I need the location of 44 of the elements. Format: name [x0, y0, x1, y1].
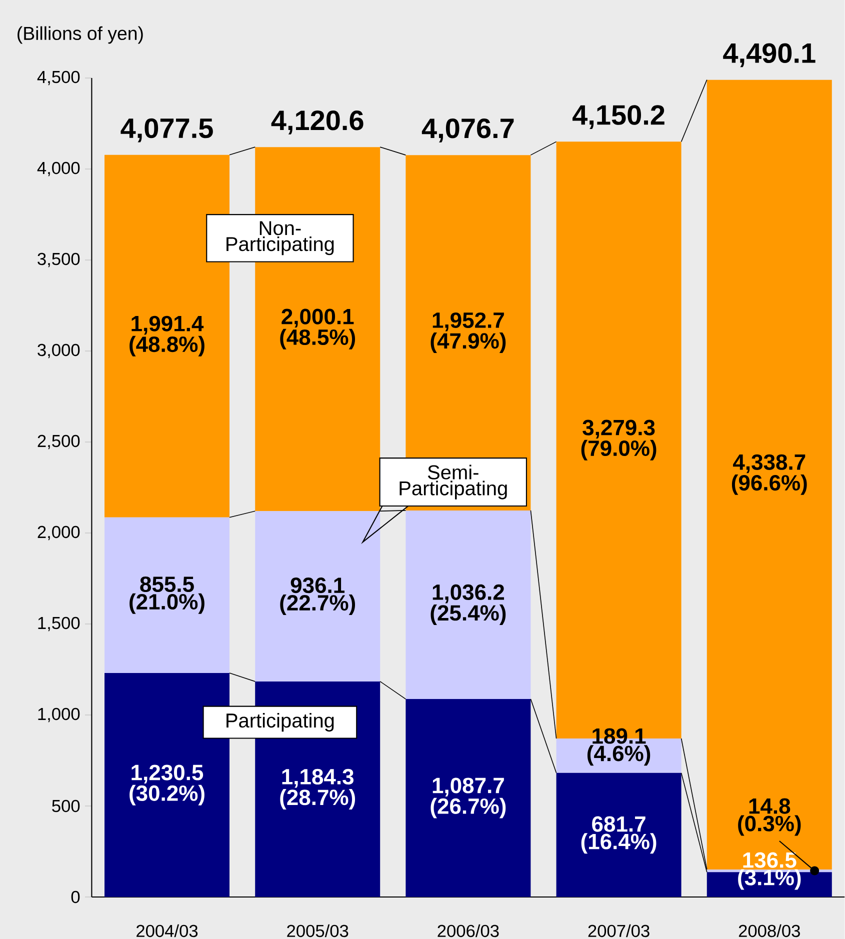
- data-label: 1,952.7 (47.9%): [430, 312, 506, 354]
- x-tick-label: 2008/03: [739, 924, 800, 938]
- bar: [406, 699, 531, 897]
- y-tick-label: 4,000: [38, 162, 80, 176]
- bar: [707, 80, 832, 870]
- x-tick-label: 2006/03: [438, 924, 499, 938]
- y-tick-label: 2,000: [38, 526, 80, 540]
- y-tick-label: 4,500: [38, 70, 80, 86]
- bar: [406, 510, 531, 700]
- data-label: 14.8 (0.3%): [738, 798, 801, 836]
- data-label: 1,184.3 (28.7%): [280, 768, 356, 810]
- total-label: 4,077.5: [120, 118, 214, 142]
- bar: [556, 772, 682, 897]
- data-label: 1,991.4 (48.8%): [130, 316, 205, 356]
- y-tick-label: 3,000: [38, 344, 80, 358]
- data-label: 136.5 (3.1%): [738, 852, 801, 890]
- y-tick-label: 1,500: [38, 616, 80, 632]
- x-tick-label: 2005/03: [287, 924, 348, 938]
- series-label: Participating: [226, 712, 334, 732]
- y-axis-title: (Billions of yen): [18, 26, 143, 44]
- data-label: 3,279.3 (79.0%): [582, 420, 656, 460]
- bar: [255, 511, 380, 682]
- data-label: 1,230.5 (30.2%): [130, 764, 205, 806]
- series-label: Non-Participating: [226, 221, 334, 256]
- y-tick-label: 1,000: [38, 708, 80, 722]
- total-label: 4,150.2: [572, 105, 665, 129]
- y-tick-label: 500: [52, 800, 80, 812]
- total-label: 4,490.1: [723, 43, 816, 68]
- x-tick-label: 2004/03: [136, 924, 198, 938]
- data-label: 681.7 (16.4%): [582, 816, 656, 854]
- data-label: 1,036.2 (25.4%): [430, 584, 506, 626]
- bar: [104, 517, 230, 674]
- total-label: 4,120.6: [271, 110, 364, 134]
- y-tick-label: 2,500: [38, 434, 80, 450]
- data-label: 2,000.1 (48.5%): [280, 308, 356, 350]
- data-label: 4,338.7 (96.6%): [732, 454, 807, 495]
- x-tick-label: 2007/03: [588, 924, 650, 938]
- y-tick-label: 3,500: [38, 252, 80, 268]
- y-tick-label: 0: [72, 890, 80, 904]
- data-label: 936.1 (22.7%): [280, 578, 356, 615]
- series-label: Semi-Participating: [400, 464, 508, 500]
- total-label: 4,076.7: [422, 118, 514, 142]
- data-label: 855.5 (21.0%): [130, 576, 205, 614]
- data-label: 1,087.7 (26.7%): [430, 778, 506, 818]
